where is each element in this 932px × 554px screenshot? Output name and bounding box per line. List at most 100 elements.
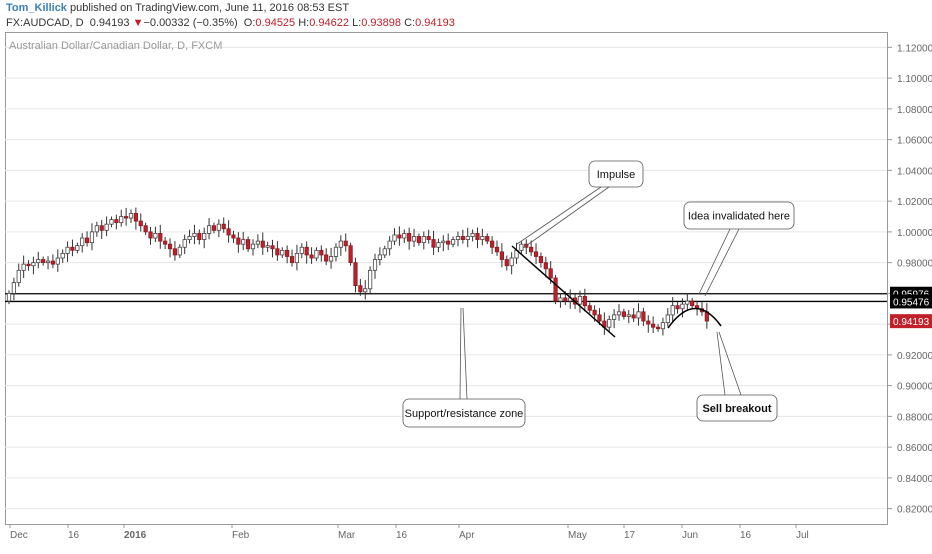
candle-body [509,257,514,267]
candle-body [660,322,666,330]
candle-body [387,240,392,250]
y-tick-label: 1.08000 [897,105,932,116]
candle-body [119,216,124,224]
candle-body [519,243,524,251]
candle-body [6,292,12,302]
candle-body [372,259,378,271]
candle-body [475,233,480,240]
candle-body [651,323,656,328]
candle-body [21,263,26,271]
x-tick-label: 16 [396,530,408,541]
price-chart[interactable]: Impulse Idea invalidated here Support/resi… [5,32,932,549]
candle-body [60,252,65,259]
y-tick-label: 0.82000 [897,505,932,516]
x-tick-label: Apr [459,530,475,541]
open-value: 0.94525 [255,17,296,29]
candle-body [280,249,285,256]
last-price: 0.94193 [89,17,130,29]
candle-body [426,236,431,240]
candle-body [236,237,241,245]
candle-body [221,223,226,230]
candle-body [124,216,129,219]
candle-body [616,311,622,316]
candle-body [529,246,534,253]
candle-body [612,314,617,320]
candle-body [158,233,163,242]
candle-body [250,243,256,250]
candle-body [94,225,99,233]
candle-body [450,239,456,245]
candle-body [685,300,690,305]
candle-body [202,233,207,240]
candle-body [407,233,412,242]
candle-body [45,260,51,264]
y-tick-label: 0.98000 [897,259,932,270]
callout-text: Support/resistance zone [405,408,524,420]
candle-body [319,249,324,256]
symbol[interactable]: FX:AUDCAD, D [6,17,84,29]
published-text: published on TradingView.com, June 11, 2… [66,2,350,14]
candle-body [533,251,539,257]
y-tick-label: 1.02000 [897,197,932,208]
candle-body [324,254,329,262]
x-tick-label: 16 [68,530,80,541]
candles [6,207,709,336]
callout-pointer [522,186,610,249]
candle-body [558,297,563,302]
candle-body [182,239,187,248]
candle-body [84,237,90,244]
candle-body [260,240,265,248]
candle-body [99,225,104,231]
callout-pointer [698,228,731,295]
author-link[interactable]: Tom_Killick [6,2,67,14]
x-tick-label: May [568,530,587,541]
candle-body [246,239,251,250]
candle-body [138,220,143,227]
close-label: C: [404,17,416,29]
candle-body [309,254,314,259]
high-label: H: [298,17,310,29]
x-tick-label: Jun [682,530,698,541]
candle-body [563,297,568,302]
callout-box [696,394,778,422]
candle-body [646,320,651,325]
price-label-bg [890,314,932,329]
candle-body [358,285,363,293]
plot-frame [5,32,888,525]
y-tick-label: 1.04000 [897,166,932,177]
candle-body [631,314,636,319]
price-axis[interactable]: 1.12000 1.10000 1.08000 1.06000 1.04000 1.020… [888,43,932,516]
candle-body [216,223,221,231]
candle-body [26,263,31,267]
candle-body [577,296,583,305]
candle-body [143,225,148,233]
y-tick-label: 0.88000 [897,412,932,423]
candle-body [304,246,309,256]
candle-body [587,305,592,311]
candle-body [392,234,397,242]
publish-info: Tom_Killick published on TradingView.com… [6,2,349,14]
candle-body [494,246,500,253]
candle-body [363,288,368,293]
candle-body [255,240,260,245]
candle-body [41,259,46,264]
candle-body [299,246,304,254]
candle-body [270,245,275,250]
x-tick-label: Jul [796,530,809,541]
time-axis[interactable]: Dec 16 2016 Feb Mar 16 Apr May 17 Jun 16 Jul [9,524,809,541]
candle-body [411,236,417,242]
change: −0.00332 (−0.35%) [143,17,238,29]
candle-body [89,231,95,244]
candle-body [436,242,441,248]
candle-body [65,246,70,254]
candle-body [16,269,21,284]
candle-body [655,326,661,330]
candle-body [75,245,80,251]
candle-body [465,236,470,240]
candle-body [431,239,436,248]
chart-panel[interactable]: Impulse Idea invalidated here Support/resi… [5,32,932,549]
candle-body [241,239,246,245]
trend-line [511,245,616,338]
y-tick-label: 0.86000 [897,443,932,454]
candle-body [675,305,680,310]
